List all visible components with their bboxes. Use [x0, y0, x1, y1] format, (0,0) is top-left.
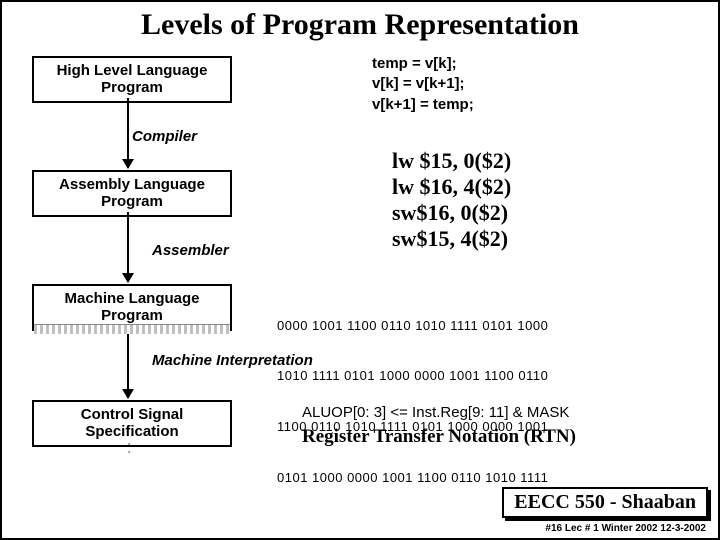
stage-compiler: Compiler [132, 128, 197, 145]
asm-code-l2: lw $16, 4($2) [392, 174, 511, 200]
rtn-label: Register Transfer Notation (RTN) [302, 426, 576, 448]
diagram-area: High Level Language Program Assembly Lan… [2, 46, 718, 506]
level-mach-line1: Machine Language [40, 290, 224, 307]
hatch-decoration [34, 324, 230, 334]
level-hll-box: High Level Language Program [32, 56, 232, 103]
slide-footer: #16 Lec # 1 Winter 2002 12-3-2002 [545, 523, 706, 534]
level-ctrl-box: Control Signal Specification [32, 400, 232, 447]
hll-code-block: temp = v[k]; v[k] = v[k+1]; v[k+1] = tem… [372, 54, 474, 115]
asm-code-l1: lw $15, 0($2) [392, 148, 511, 174]
asm-code-l3: sw$16, 0($2) [392, 200, 511, 226]
bin-row2: 1010 1111 0101 1000 0000 1001 1100 0110 [277, 368, 548, 385]
arrow-assembler [127, 212, 129, 282]
level-hll-line1: High Level Language [40, 62, 224, 79]
hll-code-l1: temp = v[k]; [372, 54, 474, 74]
level-asm-line2: Program [40, 193, 224, 210]
bin-row4: 0101 1000 0000 1001 1100 0110 1010 1111 [277, 470, 548, 487]
continuation-dots: °° [128, 442, 130, 458]
stage-assembler: Assembler [152, 242, 229, 259]
asm-code-l4: sw$15, 4($2) [392, 226, 511, 252]
level-hll-line2: Program [40, 79, 224, 96]
course-badge: EECC 550 - Shaaban [502, 487, 708, 518]
hll-code-l3: v[k+1] = temp; [372, 95, 474, 115]
level-mach-line2: Program [40, 307, 224, 324]
bin-row1: 0000 1001 1100 0110 1010 1111 0101 1000 [277, 318, 548, 335]
level-ctrl-line2: Specification [40, 423, 224, 440]
aluop-expression: ALUOP[0: 3] <= Inst.Reg[9: 11] & MASK [302, 404, 569, 421]
binary-code-block: 0000 1001 1100 0110 1010 1111 0101 1000 … [277, 284, 548, 520]
arrow-compiler [127, 98, 129, 168]
level-asm-line1: Assembly Language [40, 176, 224, 193]
arrow-machinterp [127, 334, 129, 398]
hll-code-l2: v[k] = v[k+1]; [372, 74, 474, 94]
page-title: Levels of Program Representation [2, 2, 718, 46]
asm-code-block: lw $15, 0($2) lw $16, 4($2) sw$16, 0($2)… [392, 148, 511, 252]
level-ctrl-line1: Control Signal [40, 406, 224, 423]
level-asm-box: Assembly Language Program [32, 170, 232, 217]
